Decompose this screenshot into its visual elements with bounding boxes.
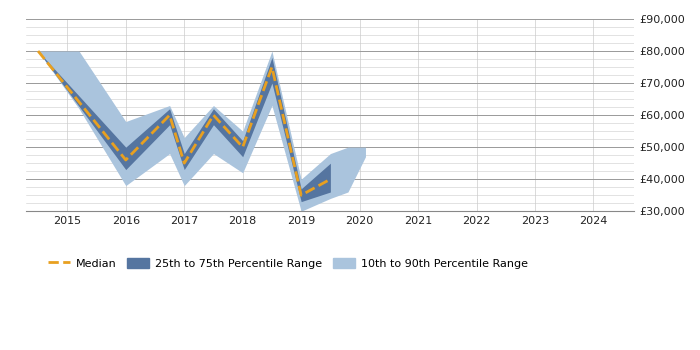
- Legend: Median, 25th to 75th Percentile Range, 10th to 90th Percentile Range: Median, 25th to 75th Percentile Range, 1…: [43, 253, 533, 273]
